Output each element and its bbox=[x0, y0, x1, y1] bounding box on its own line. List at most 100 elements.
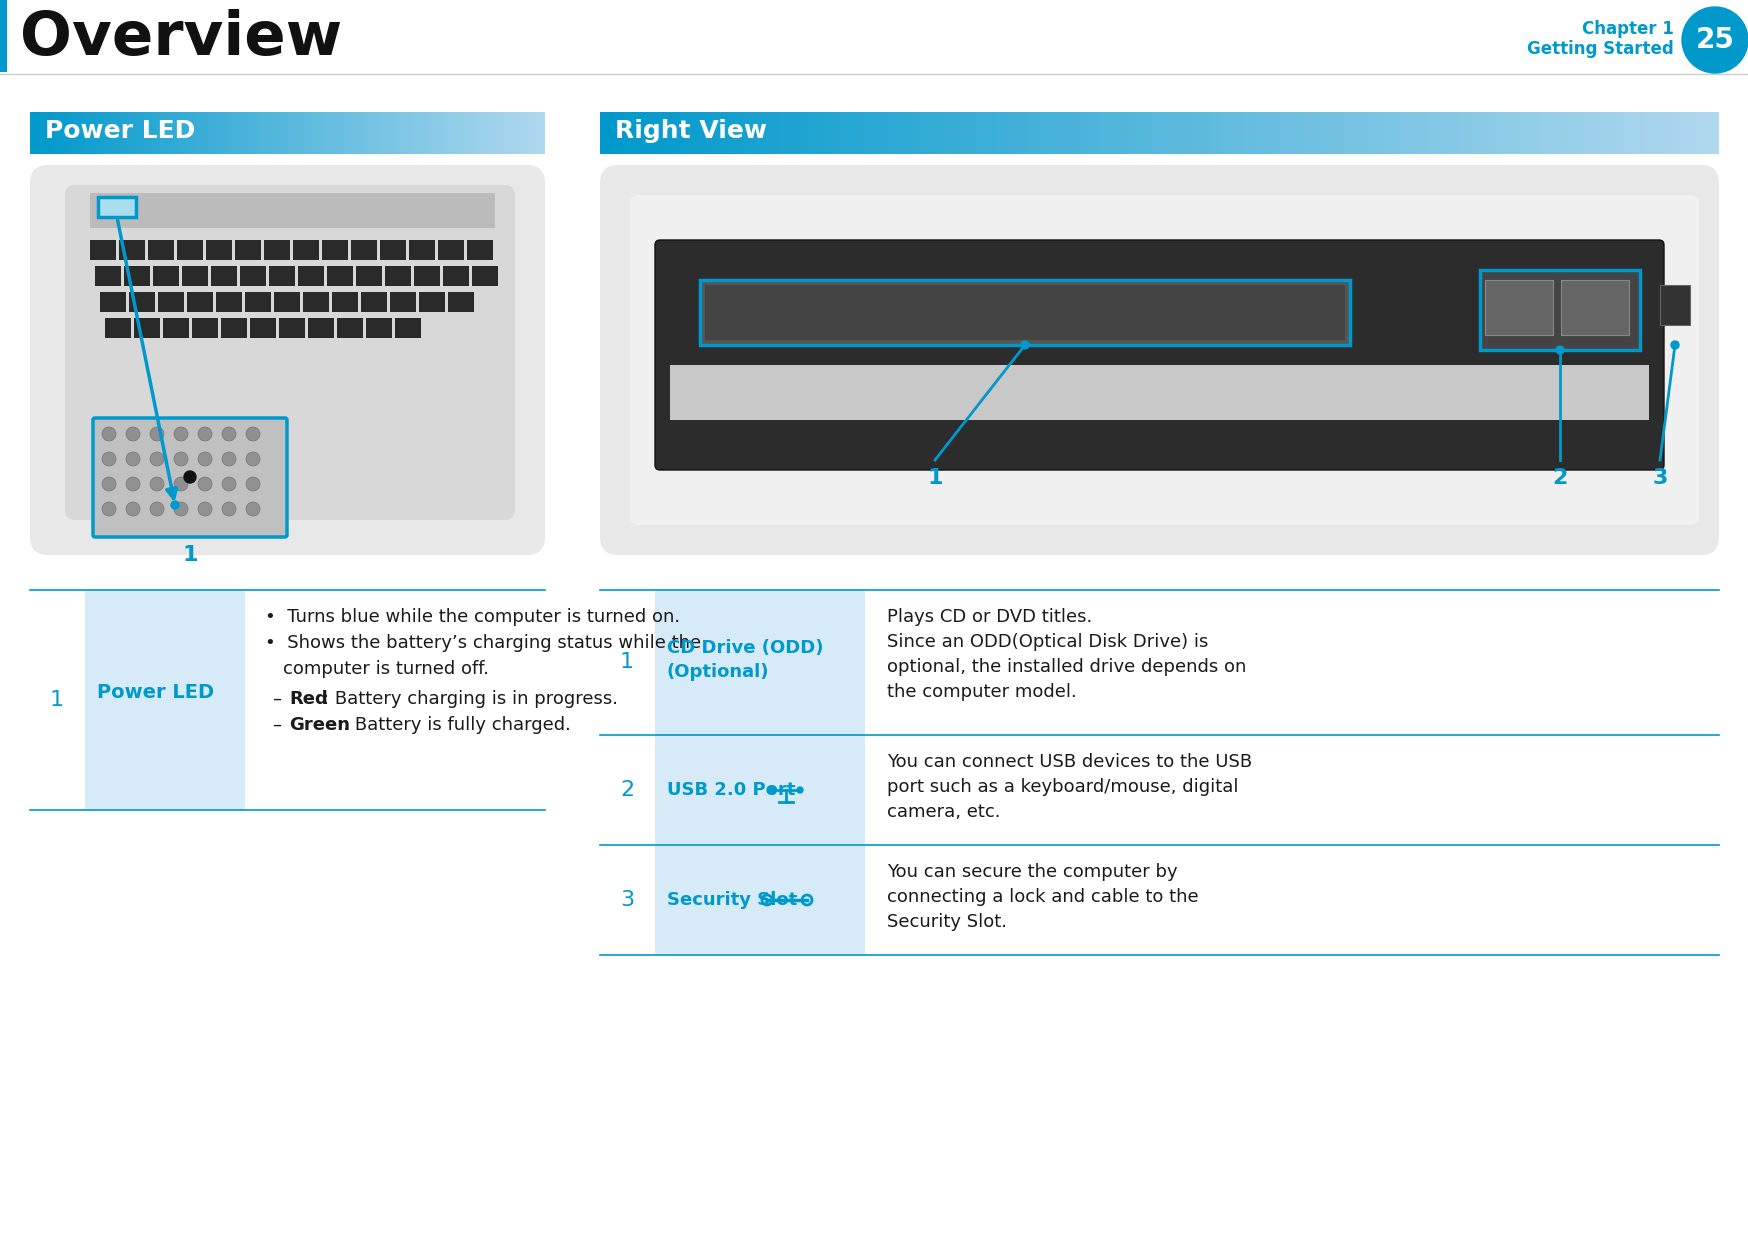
Text: Security Slot: Security Slot bbox=[666, 891, 797, 908]
Circle shape bbox=[184, 472, 196, 483]
Text: Security Slot.: Security Slot. bbox=[886, 913, 1007, 931]
Circle shape bbox=[150, 503, 164, 516]
Bar bbox=[308, 318, 334, 338]
Circle shape bbox=[101, 427, 115, 441]
Bar bbox=[135, 318, 159, 338]
Text: 3: 3 bbox=[1652, 468, 1668, 488]
Text: CD Drive (ODD): CD Drive (ODD) bbox=[666, 639, 823, 656]
Bar bbox=[269, 266, 295, 285]
Text: Since an ODD(Optical Disk Drive) is: Since an ODD(Optical Disk Drive) is bbox=[886, 633, 1208, 652]
Bar bbox=[245, 292, 271, 311]
Bar bbox=[89, 240, 115, 261]
Bar bbox=[360, 292, 386, 311]
Bar bbox=[215, 292, 241, 311]
Bar bbox=[385, 266, 411, 285]
Text: 3: 3 bbox=[619, 890, 635, 910]
Bar bbox=[390, 292, 416, 311]
Bar bbox=[327, 266, 353, 285]
Bar bbox=[192, 318, 218, 338]
Text: 2: 2 bbox=[619, 781, 635, 800]
Circle shape bbox=[222, 503, 236, 516]
Bar bbox=[337, 318, 364, 338]
Circle shape bbox=[173, 452, 187, 467]
Text: •  Turns blue while the computer is turned on.: • Turns blue while the computer is turne… bbox=[266, 608, 680, 625]
Text: 2: 2 bbox=[1552, 468, 1566, 488]
Bar bbox=[414, 266, 440, 285]
FancyBboxPatch shape bbox=[629, 195, 1697, 525]
Circle shape bbox=[101, 503, 115, 516]
Circle shape bbox=[126, 503, 140, 516]
Circle shape bbox=[1682, 7, 1746, 73]
Text: Red: Red bbox=[288, 690, 327, 709]
Bar bbox=[351, 240, 378, 261]
Circle shape bbox=[198, 452, 212, 467]
Circle shape bbox=[198, 427, 212, 441]
Text: Overview: Overview bbox=[19, 9, 343, 68]
Bar bbox=[654, 735, 865, 845]
Bar bbox=[98, 197, 136, 217]
Bar bbox=[437, 240, 463, 261]
Text: (Optional): (Optional) bbox=[666, 663, 769, 681]
Circle shape bbox=[198, 503, 212, 516]
Circle shape bbox=[246, 427, 260, 441]
Bar bbox=[379, 240, 406, 261]
Bar bbox=[699, 280, 1349, 345]
Bar bbox=[152, 266, 178, 285]
Bar bbox=[0, 0, 7, 72]
Text: You can secure the computer by: You can secure the computer by bbox=[886, 862, 1176, 881]
Circle shape bbox=[1021, 341, 1028, 349]
Text: 1: 1 bbox=[51, 690, 65, 710]
Bar bbox=[1484, 280, 1552, 335]
Bar bbox=[94, 266, 121, 285]
Circle shape bbox=[171, 501, 178, 509]
Bar bbox=[294, 240, 318, 261]
Circle shape bbox=[126, 452, 140, 467]
Circle shape bbox=[246, 452, 260, 467]
Text: 1: 1 bbox=[619, 652, 635, 671]
Bar bbox=[442, 266, 468, 285]
Text: Getting Started: Getting Started bbox=[1526, 40, 1673, 58]
Text: 25: 25 bbox=[1694, 26, 1734, 55]
Bar bbox=[472, 266, 498, 285]
Bar bbox=[264, 240, 290, 261]
Bar bbox=[1659, 285, 1689, 325]
Bar bbox=[395, 318, 421, 338]
FancyBboxPatch shape bbox=[600, 165, 1718, 555]
Bar bbox=[100, 292, 126, 311]
Bar bbox=[86, 589, 245, 810]
Bar bbox=[1561, 280, 1627, 335]
Circle shape bbox=[173, 427, 187, 441]
Circle shape bbox=[101, 477, 115, 491]
Text: •  Shows the battery’s charging status while the: • Shows the battery’s charging status wh… bbox=[266, 634, 701, 652]
Bar bbox=[669, 365, 1648, 419]
Text: Right View: Right View bbox=[615, 119, 767, 143]
Bar bbox=[420, 292, 444, 311]
Bar bbox=[119, 240, 145, 261]
Text: –: – bbox=[273, 716, 288, 733]
Bar bbox=[187, 292, 213, 311]
Circle shape bbox=[246, 477, 260, 491]
FancyBboxPatch shape bbox=[93, 418, 287, 537]
Bar bbox=[409, 240, 435, 261]
Circle shape bbox=[126, 427, 140, 441]
Bar bbox=[365, 318, 392, 338]
Bar bbox=[280, 318, 304, 338]
Bar bbox=[105, 318, 131, 338]
FancyBboxPatch shape bbox=[65, 185, 514, 520]
FancyBboxPatch shape bbox=[654, 240, 1662, 470]
Text: the computer model.: the computer model. bbox=[886, 683, 1077, 701]
Bar bbox=[129, 292, 156, 311]
Circle shape bbox=[769, 787, 774, 793]
Bar bbox=[322, 240, 348, 261]
Text: Green: Green bbox=[288, 716, 350, 733]
Bar bbox=[704, 285, 1344, 340]
Text: Power LED: Power LED bbox=[45, 119, 196, 143]
Text: Plays CD or DVD titles.: Plays CD or DVD titles. bbox=[886, 608, 1091, 625]
Text: : Battery charging is in progress.: : Battery charging is in progress. bbox=[323, 690, 617, 709]
Text: 1: 1 bbox=[182, 545, 198, 565]
Bar bbox=[182, 266, 208, 285]
Circle shape bbox=[173, 477, 187, 491]
Bar bbox=[163, 318, 189, 338]
Text: You can connect USB devices to the USB: You can connect USB devices to the USB bbox=[886, 753, 1252, 771]
Circle shape bbox=[150, 452, 164, 467]
